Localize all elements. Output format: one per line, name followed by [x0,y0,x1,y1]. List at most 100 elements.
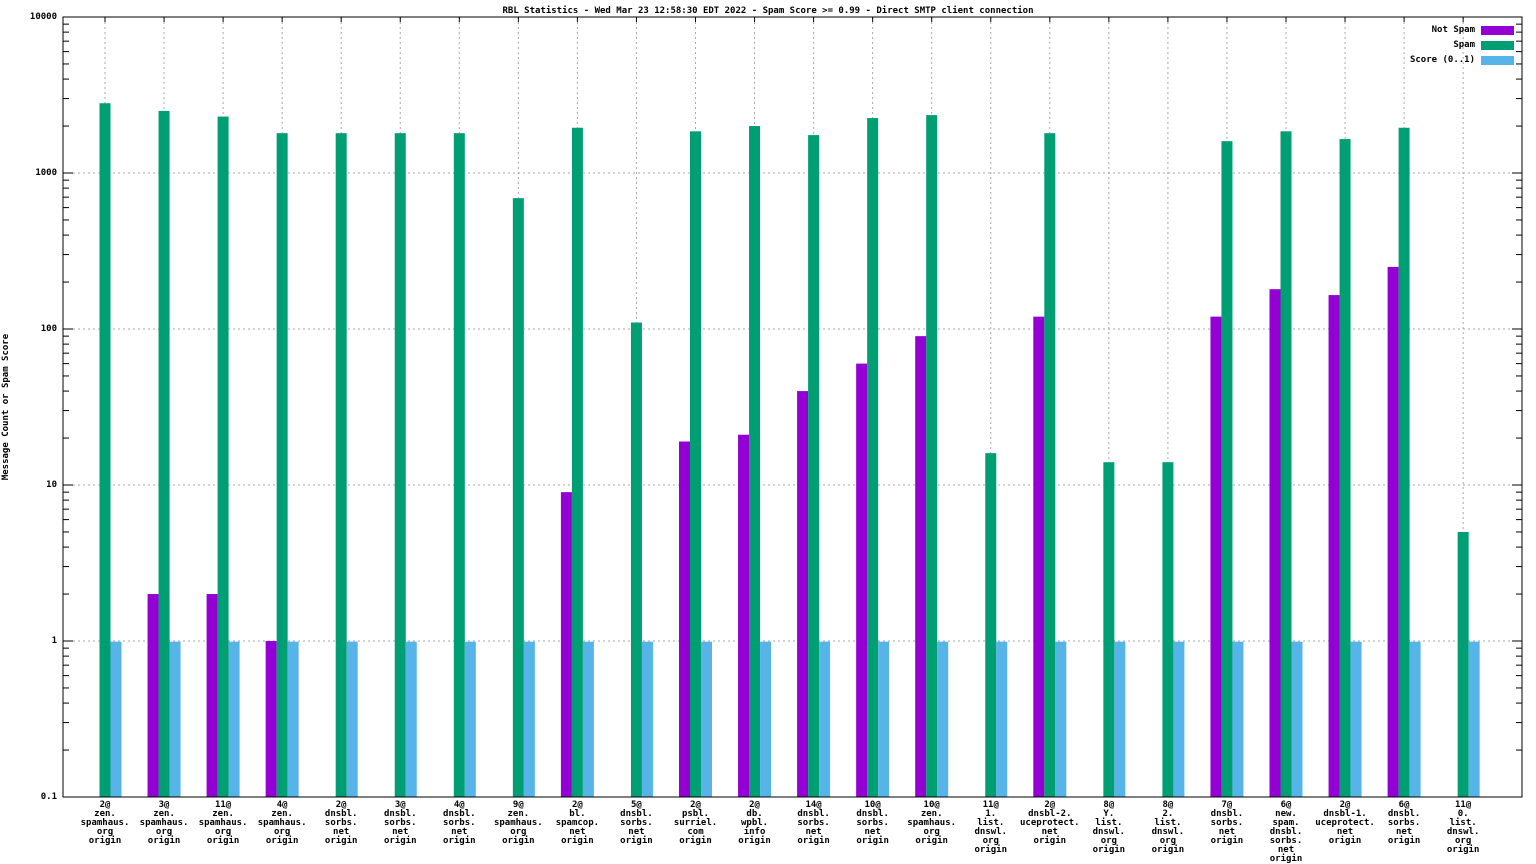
score-0-1-bar [169,641,181,797]
y-tick-label: 100 [40,324,57,334]
x-tick-label-line: 10@ [864,800,881,810]
x-tick-label-line: org [923,827,940,837]
x-tick-label-line: com [687,827,704,837]
not-spam-bar [679,441,690,797]
spam-bar [1103,462,1115,797]
x-tick-label-line: 11@ [1455,800,1472,810]
score-0-1-bar [1114,641,1126,797]
spam-bar [808,135,820,797]
x-tick-label-line: 7@ [1221,800,1233,810]
x-tick-label: 4@ zen. spamhaus. org origin [244,801,320,846]
x-tick-label-line: zen. [212,809,234,819]
x-tick-label-line: dnswl. [1446,827,1480,837]
x-tick-label-line: origin [679,836,712,846]
not-spam-bar [915,336,927,797]
score-0-1-bar [1055,641,1067,797]
x-tick-label: 2@ dnsbl-1. uceprotect. net origin [1307,801,1383,846]
score-0-1-bar [464,641,476,797]
x-tick-label-line: spamhaus. [257,818,307,828]
score-0-1-bar [819,641,831,797]
x-tick-label-line: sorbs. [1210,818,1244,828]
x-tick-label-line: origin [620,836,653,846]
x-tick-label-line: net [392,827,409,837]
x-tick-label-line: org [982,836,999,846]
spam-bar [394,133,406,797]
x-tick-label-line: origin [1446,845,1480,855]
x-tick-label-line: origin [797,836,830,846]
x-tick-label-line: sorbs. [443,818,476,828]
x-tick-label-line: origin [974,845,1007,855]
x-tick-label-line: 6@ [1280,800,1292,810]
not-spam-bar [560,492,572,797]
legend-label: Not Spam [1431,25,1475,35]
x-tick-label: 5@ dnsbl. sorbs. net origin [598,801,674,846]
x-tick-label-line: uceprotect. [1315,818,1375,828]
y-tick-label: 10000 [29,12,57,22]
x-tick-label-line: org [510,827,527,837]
x-tick-label: 8@ 2. list. dnswl. org origin [1130,801,1206,855]
x-tick-label-line: sorbs. [324,818,358,828]
x-tick-label-line: info [743,827,766,837]
legend-label: Spam [1453,40,1475,50]
x-tick-label-line: psbl. [681,809,710,819]
x-tick-label-line: 3@ [394,800,406,810]
x-tick-label-line: 8@ [1103,800,1115,810]
score-0-1-bar [878,641,890,797]
x-tick-label-line: origin [856,836,889,846]
spam-bar [1457,531,1469,797]
x-tick-label-line: 2@ [690,800,701,810]
x-tick-label-line: 8@ [1162,800,1174,810]
x-tick-label-line: db. [746,809,763,819]
score-0-1-bar [1232,641,1244,797]
x-tick-label-line: spam. [1272,818,1300,828]
x-tick-label-line: 3@ [158,800,170,810]
x-tick-label-line: net [1336,827,1354,837]
x-tick-label-line: 11@ [214,800,232,810]
score-0-1-bar [110,641,122,797]
y-tick-label: 10 [46,480,57,490]
x-tick-label-line: 2. [1162,809,1174,819]
not-spam-bar [856,363,868,797]
x-tick-label-line: sorbs. [1269,836,1303,846]
score-0-1-bar [937,641,949,797]
x-tick-label-line: dnswl. [1092,827,1126,837]
spam-bar [1221,141,1233,797]
x-tick-label-line: spamhaus. [493,818,543,828]
x-tick-label-line: origin [502,836,535,846]
x-tick-label-line: origin [1151,845,1185,855]
x-tick-label-line: 2@ [1044,800,1056,810]
x-tick-label-line: list. [1449,818,1477,828]
not-spam-bar [1387,266,1399,797]
spam-bar [276,133,288,797]
x-tick-label: 2@ psbl. surriel. com origin [658,801,734,846]
x-tick-label-line: net [451,827,468,837]
x-tick-label-line: org [1455,836,1472,846]
x-tick-label: 4@ dnsbl. sorbs. net origin [421,801,497,846]
x-tick-label: 7@ dnsbl. sorbs. net origin [1189,801,1265,846]
chart-title: RBL Statistics - Wed Mar 23 12:58:30 EDT… [502,6,1034,16]
x-tick-label: 6@ new. spam. dnsbl. sorbs. net origin [1248,801,1324,864]
x-tick-label-line: dnsbl. [324,809,358,819]
score-0-1-bar [287,641,299,797]
spam-bar [335,133,347,797]
x-tick-label-line: origin [1387,836,1421,846]
x-tick-label-line: net [333,827,350,837]
not-spam-bar [206,594,218,797]
x-tick-label-line: org [1159,836,1177,846]
score-0-1-bar [1468,641,1480,797]
x-tick-label: 10@ zen. spamhaus. org origin [894,801,970,846]
x-tick-label-line: origin [1092,845,1126,855]
x-tick-label-line: 11@ [982,800,999,810]
x-tick-label-line: 6@ [1398,800,1410,810]
x-tick-label-line: net [864,827,881,837]
spam-bar [985,453,997,797]
legend: Not Spam Spam Score (0..1) [1410,25,1514,65]
spam-bar [1339,139,1351,797]
spam-bar [512,198,524,798]
x-tick-label-line: dnsbl. [797,809,830,819]
x-tick-label-line: origin [147,836,181,846]
not-spam-bar [265,641,277,797]
y-tick-label: 1000 [35,168,57,178]
x-tick-label-line: org [214,827,232,837]
